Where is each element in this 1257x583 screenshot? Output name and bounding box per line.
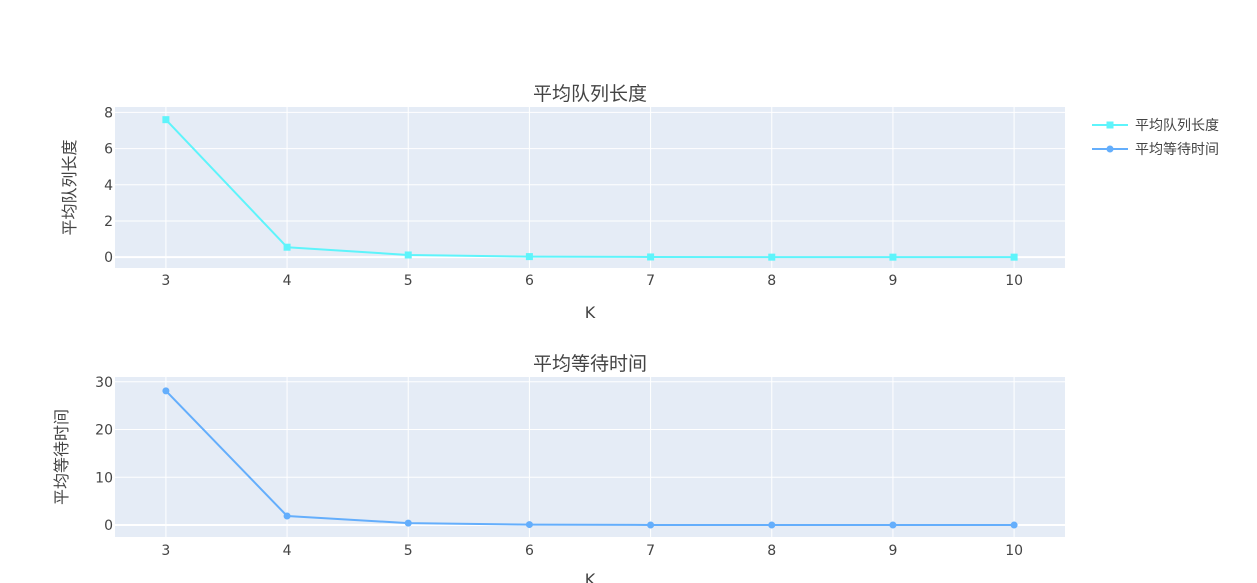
x-tick-labels: 3 4 5 6 7 8 9 10 bbox=[161, 273, 1023, 289]
data-point[interactable] bbox=[889, 253, 897, 261]
x-tick-label: 3 bbox=[161, 273, 170, 289]
y-tick-label: 10 bbox=[95, 470, 113, 486]
plot-area bbox=[115, 107, 1065, 268]
data-point[interactable] bbox=[283, 243, 291, 251]
data-point[interactable] bbox=[404, 251, 412, 259]
y-tick-label: 30 bbox=[95, 375, 113, 391]
x-axis-title: K bbox=[585, 303, 596, 322]
subplot-wait-time: 3 4 5 6 7 8 9 10 0 10 20 30 平均等待时间 K 平均等待时间 bbox=[52, 353, 1065, 583]
legend-marker-circle bbox=[1106, 145, 1114, 153]
x-tick-labels: 3 4 5 6 7 8 9 10 bbox=[161, 543, 1023, 559]
x-tick-label: 7 bbox=[646, 543, 655, 559]
legend-item-queue-length[interactable]: 平均队列长度 bbox=[1092, 118, 1219, 134]
legend-item-wait-time[interactable]: 平均等待时间 bbox=[1092, 141, 1219, 158]
data-point[interactable] bbox=[525, 253, 533, 261]
x-axis-title: K bbox=[585, 570, 596, 583]
y-tick-labels: 0 2 4 6 8 bbox=[104, 105, 113, 266]
x-tick-label: 5 bbox=[404, 273, 413, 289]
y-tick-label: 20 bbox=[95, 423, 113, 439]
x-tick-label: 4 bbox=[283, 543, 292, 559]
subplot-queue-length: 3 4 5 6 7 8 9 10 0 2 4 6 8 平均队列长度 K 平均队列长度 bbox=[60, 83, 1065, 322]
legend[interactable]: 平均队列长度 平均等待时间 bbox=[1092, 118, 1219, 158]
data-point[interactable] bbox=[647, 253, 655, 261]
x-tick-label: 8 bbox=[767, 273, 776, 289]
data-point[interactable] bbox=[1010, 521, 1018, 529]
x-tick-label: 4 bbox=[283, 273, 292, 289]
data-point[interactable] bbox=[283, 512, 291, 520]
data-point[interactable] bbox=[647, 521, 655, 529]
x-tick-label: 7 bbox=[646, 273, 655, 289]
y-tick-label: 0 bbox=[104, 250, 113, 266]
y-tick-label: 0 bbox=[104, 518, 113, 534]
legend-label: 平均等待时间 bbox=[1135, 141, 1219, 158]
x-tick-label: 9 bbox=[888, 273, 897, 289]
data-point[interactable] bbox=[404, 519, 412, 527]
series-line bbox=[165, 390, 1015, 527]
chart-title: 平均等待时间 bbox=[533, 353, 647, 375]
legend-marker-square bbox=[1106, 121, 1114, 129]
series-layer bbox=[162, 387, 1018, 529]
legend-label: 平均队列长度 bbox=[1135, 118, 1219, 134]
x-tick-label: 9 bbox=[888, 543, 897, 559]
data-point[interactable] bbox=[889, 521, 897, 529]
x-tick-label: 6 bbox=[525, 543, 534, 559]
x-tick-label: 3 bbox=[161, 543, 170, 559]
data-point[interactable] bbox=[768, 253, 776, 261]
data-point[interactable] bbox=[768, 521, 776, 529]
y-tick-label: 2 bbox=[104, 214, 113, 230]
y-tick-label: 8 bbox=[104, 105, 113, 121]
x-tick-label: 6 bbox=[525, 273, 534, 289]
data-point[interactable] bbox=[162, 116, 170, 124]
y-tick-label: 4 bbox=[104, 178, 113, 194]
data-point[interactable] bbox=[162, 387, 170, 395]
x-tick-label: 8 bbox=[767, 543, 776, 559]
series-line bbox=[165, 118, 1015, 259]
y-axis-title: 平均队列长度 bbox=[60, 139, 79, 235]
chart-title: 平均队列长度 bbox=[533, 83, 647, 105]
y-axis-title: 平均等待时间 bbox=[52, 409, 71, 505]
x-tick-label: 5 bbox=[404, 543, 413, 559]
data-point[interactable] bbox=[1010, 253, 1018, 261]
x-tick-label: 10 bbox=[1005, 273, 1023, 289]
x-tick-label: 10 bbox=[1005, 543, 1023, 559]
data-point[interactable] bbox=[525, 521, 533, 529]
y-tick-labels: 0 10 20 30 bbox=[95, 375, 113, 534]
series-layer bbox=[162, 116, 1018, 261]
y-tick-label: 6 bbox=[104, 142, 113, 158]
plot-area bbox=[115, 377, 1065, 537]
